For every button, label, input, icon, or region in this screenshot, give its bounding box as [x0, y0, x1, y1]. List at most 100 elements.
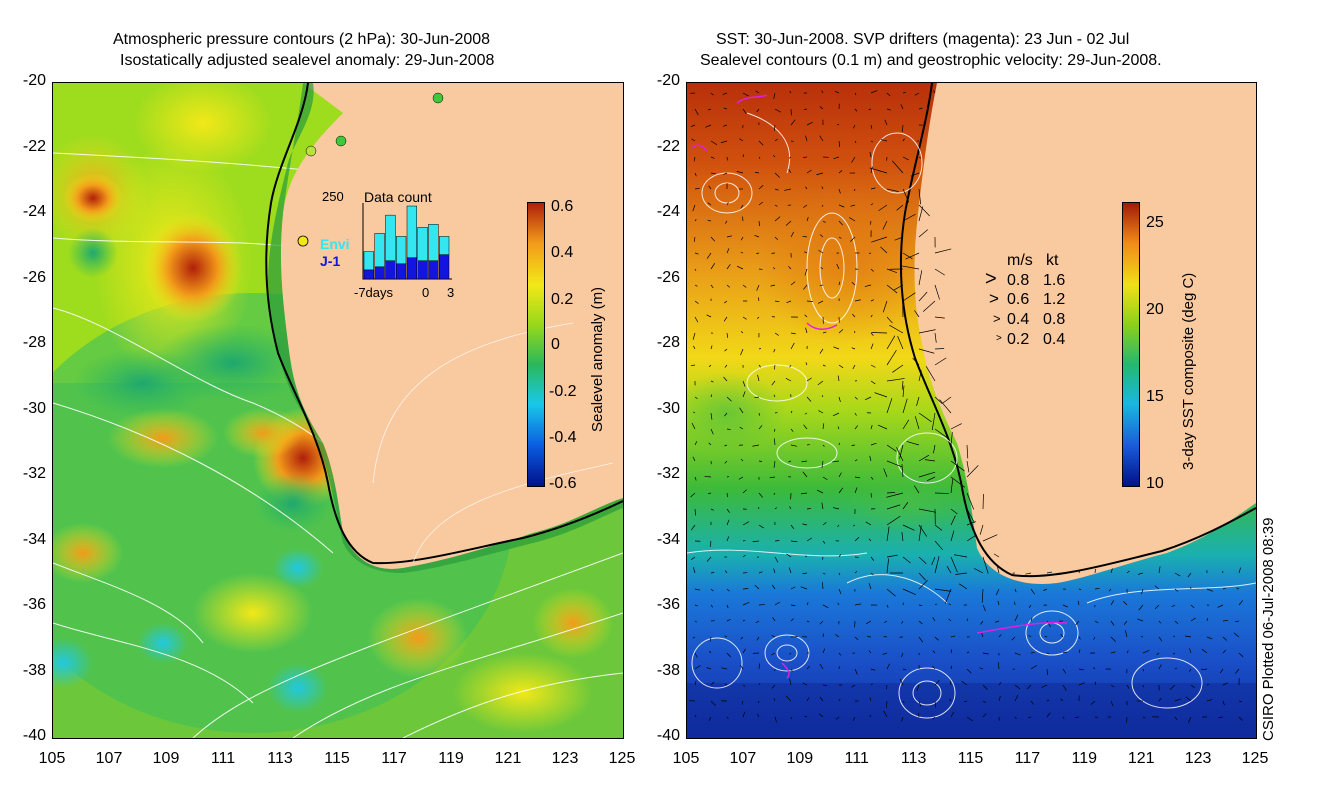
velocity-arrow: [694, 441, 698, 446]
velocity-arrow: [878, 204, 888, 212]
velocity-arrow: [802, 523, 808, 526]
velocity-arrow: [1158, 566, 1161, 574]
left-y-tick-label: -36: [22, 596, 46, 613]
velocity-arrow: [758, 220, 760, 227]
velocity-legend-arrow-icon: >: [989, 289, 999, 308]
velocity-arrow: [1046, 668, 1048, 675]
right-x-tick-label: 121: [1127, 750, 1155, 767]
velocity-arrow: [870, 343, 874, 350]
velocity-arrow: [1025, 572, 1032, 575]
velocity-arrow: [982, 700, 987, 704]
velocity-arrow: [902, 398, 908, 414]
velocity-arrow: [723, 107, 728, 110]
velocity-arrow: [901, 124, 904, 132]
velocity-arrow: [870, 299, 874, 302]
velocity-arrow: [950, 515, 956, 526]
velocity-arrow: [886, 492, 904, 498]
velocity-arrow: [709, 650, 712, 654]
velocity-arrow: [854, 425, 859, 430]
velocity-arrow: [851, 444, 856, 446]
velocity-arrow: [934, 396, 943, 404]
right-map-panel[interactable]: [686, 82, 1257, 739]
velocity-arrow: [918, 229, 928, 238]
right-x-tick-label: 117: [1014, 750, 1041, 767]
velocity-arrow: [837, 426, 840, 430]
velocity-arrow: [758, 156, 761, 159]
velocity-arrow: [822, 444, 825, 447]
velocity-arrow: [805, 362, 808, 366]
velocity-arrow: [1174, 620, 1179, 624]
velocity-arrow: [1124, 630, 1128, 638]
left-x-tick-label: 107: [95, 750, 123, 767]
left-map-panel[interactable]: [52, 82, 624, 739]
velocity-arrow: [726, 264, 731, 270]
velocity-arrow: [774, 601, 780, 606]
velocity-arrow: [870, 268, 874, 272]
velocity-arrow: [902, 556, 911, 564]
velocity-arrow: [918, 525, 922, 542]
velocity-arrow: [932, 650, 936, 654]
right-map-svg: [687, 83, 1256, 738]
velocity-arrow: [800, 492, 808, 495]
velocity-arrow: [694, 219, 697, 222]
velocity-arrow: [870, 476, 874, 480]
velocity-arrow: [821, 460, 824, 468]
inset-bar-j1: [363, 269, 374, 280]
velocity-arrow: [1060, 698, 1064, 702]
velocity-arrow: [918, 412, 932, 423]
velocity-arrow: [819, 135, 824, 142]
velocity-arrow: [1078, 668, 1084, 671]
velocity-arrow: [934, 540, 944, 551]
velocity-arrow: [708, 185, 712, 190]
left-y-tick-label: -32: [22, 465, 46, 482]
left-y-tick-label: -40: [22, 727, 46, 744]
right-title-line1: SST: 30-Jun-2008. SVP drifters (magenta)…: [716, 31, 1130, 48]
velocity-arrow: [692, 636, 696, 639]
velocity-arrow: [870, 220, 872, 225]
velocity-arrow: [1222, 636, 1228, 641]
velocity-arrow: [966, 716, 973, 722]
velocity-arrow: [870, 332, 874, 336]
velocity-arrow: [742, 540, 746, 542]
velocity-arrow: [774, 172, 780, 178]
velocity-arrow: [948, 603, 952, 606]
velocity-arrow: [706, 314, 712, 318]
velocity-arrow: [1094, 568, 1096, 574]
velocity-arrow: [822, 582, 824, 590]
velocity-arrow: [757, 506, 760, 510]
velocity-arrow: [1158, 697, 1162, 702]
velocity-arrow: [961, 680, 968, 686]
velocity-arrow: [708, 442, 712, 446]
velocity-arrow: [874, 392, 888, 398]
velocity-arrow: [838, 652, 842, 656]
velocity-arrow: [854, 570, 858, 574]
velocity-arrow: [1014, 694, 1019, 702]
velocity-arrow: [690, 124, 696, 128]
velocity-arrow: [821, 204, 824, 208]
velocity-arrow: [1062, 716, 1065, 719]
velocity-arrow: [934, 603, 937, 606]
velocity-arrow: [1062, 604, 1069, 608]
right-y-tick-label: -32: [656, 465, 680, 482]
velocity-arrow: [1238, 700, 1242, 703]
velocity-arrow: [1187, 572, 1192, 578]
velocity-legend-arrow-icon: >: [993, 311, 1001, 326]
velocity-arrow: [694, 316, 699, 323]
velocity-arrow: [934, 588, 952, 592]
velocity-arrow: [966, 465, 979, 478]
velocity-arrow: [925, 366, 936, 382]
velocity-arrow: [982, 534, 998, 542]
velocity-arrow: [789, 678, 792, 686]
velocity-legend-kt: 0.8: [1043, 311, 1066, 328]
velocity-arrow: [886, 92, 891, 97]
velocity-arrow: [966, 535, 976, 542]
velocity-arrow: [869, 455, 872, 462]
inset-bar-envi: [363, 251, 374, 271]
velocity-arrow: [774, 216, 781, 222]
velocity-arrow: [886, 700, 888, 708]
velocity-arrow: [694, 665, 701, 670]
velocity-arrow: [710, 588, 714, 592]
velocity-arrow: [694, 268, 697, 271]
velocity-arrow: [773, 428, 776, 432]
velocity-arrow: [774, 507, 777, 510]
